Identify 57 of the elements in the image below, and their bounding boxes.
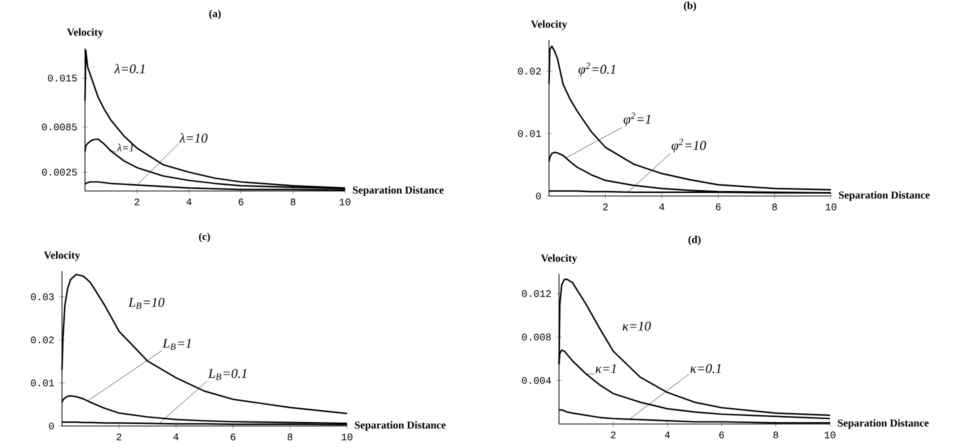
y-tick-label: 0.02 xyxy=(518,68,541,75)
x-tick-label: 6 xyxy=(719,432,724,438)
text: κ=0.1 xyxy=(690,364,721,374)
x-tick-label: 2 xyxy=(116,434,122,440)
y-axis-title: Velocity xyxy=(530,20,568,30)
x-tick-label: 6 xyxy=(230,434,236,440)
y-tick-label: 0 xyxy=(536,192,541,200)
x-tick-label: 4 xyxy=(659,204,664,210)
y-tick-label: 0.015 xyxy=(48,74,77,82)
x-tick-label: 8 xyxy=(288,434,292,440)
series-label: κ=10 xyxy=(622,322,651,331)
legend-label: κ=1 xyxy=(596,364,616,374)
x-tick-label: 10 xyxy=(340,198,350,206)
legend-label: λ=1 xyxy=(116,144,134,152)
x-tick-label: 10 xyxy=(826,204,836,210)
x-axis-title: Separation Distance xyxy=(838,191,930,201)
y-axis-title: Velocity xyxy=(66,28,104,38)
x-tick-label: 8 xyxy=(772,204,777,210)
text: φ$^{2}$=1 xyxy=(624,112,650,126)
x-tick-label: 6 xyxy=(716,204,721,210)
y-axis-title: Velocity xyxy=(540,254,578,264)
y-tick-label: 0.0025 xyxy=(42,168,77,176)
y-tick-label: 0.01 xyxy=(31,380,54,386)
x-tick-label: 10 xyxy=(342,434,352,440)
text: φ$^{2}$=10 xyxy=(672,138,706,153)
x-axis-title: Separation Distance xyxy=(838,419,929,429)
x-tick-label: 10 xyxy=(824,432,836,438)
x-tick-label: 4 xyxy=(664,432,670,438)
text: L$_{B}$=0.1 xyxy=(208,368,246,380)
y-tick-label: 0.01 xyxy=(518,130,541,137)
series-label: λ=0.1 xyxy=(114,64,145,74)
chart-title: (b) xyxy=(684,2,696,12)
y-tick-label: 0.0085 xyxy=(42,124,77,130)
text: λ=10 xyxy=(179,133,208,143)
y-tick-label: 0 xyxy=(49,422,54,430)
x-tick-label: 4 xyxy=(186,198,192,206)
x-axis-title: Separation Distance xyxy=(352,186,444,196)
y-tick-label: 0.03 xyxy=(31,293,54,300)
y-tick-label: 0.012 xyxy=(522,290,551,297)
y-tick-label: 0.004 xyxy=(522,377,551,384)
x-tick-label: 8 xyxy=(290,198,296,206)
y-tick-label: 0.008 xyxy=(522,334,551,340)
chart-title: (a) xyxy=(209,10,221,20)
y-axis-title: Velocity xyxy=(44,251,80,261)
x-tick-label: 2 xyxy=(134,198,140,206)
y-tick-label: 0.02 xyxy=(31,336,54,344)
text: L$_{B}$=1 xyxy=(162,338,191,350)
chart-title: (d) xyxy=(688,236,701,246)
chart-title: (c) xyxy=(199,232,210,242)
x-axis-title: Separation Distance xyxy=(354,421,446,431)
x-tick-label: 2 xyxy=(603,204,608,210)
series-label: L$_{B}$=10 xyxy=(128,298,164,309)
x-tick-label: 2 xyxy=(610,432,616,438)
x-tick-label: 6 xyxy=(238,198,244,206)
series-label: φ$^{2}$=0.1 xyxy=(578,62,616,76)
x-tick-label: 4 xyxy=(174,434,179,440)
x-tick-label: 8 xyxy=(773,432,778,438)
